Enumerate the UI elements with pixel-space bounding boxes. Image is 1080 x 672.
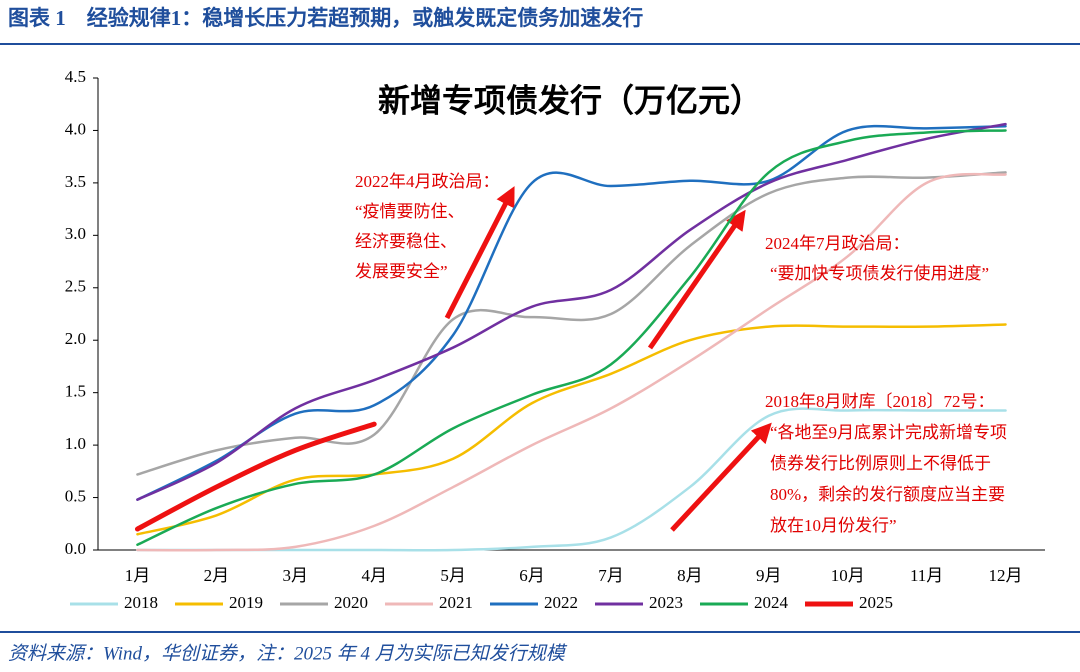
annotation: 80%，剩余的发行额度应当主要: [770, 485, 1005, 504]
y-tick-label: 2.5: [65, 277, 86, 296]
header-title: 图表 1 经验规律1：稳增长压力若超预期，或触发既定债务加速发行: [8, 6, 643, 30]
series-line: [136, 407, 1007, 552]
legend-label: 2020: [334, 593, 368, 612]
legend-label: 2023: [649, 593, 683, 612]
x-tick-label: 5月: [440, 566, 466, 585]
x-tick-label: 6月: [519, 566, 545, 585]
x-tick-label: 2月: [204, 566, 230, 585]
y-tick-label: 1.5: [65, 382, 86, 401]
x-tick-label: 4月: [361, 566, 387, 585]
series-line: [136, 172, 1007, 552]
y-tick-label: 2.0: [65, 329, 86, 348]
legend-label: 2021: [439, 593, 473, 612]
x-tick-label: 10月: [831, 566, 865, 585]
annotation: 发展要安全”: [355, 262, 448, 281]
annotation: 经济要稳住、: [355, 232, 457, 251]
series-line: [136, 124, 1007, 501]
x-tick-label: 1月: [125, 566, 151, 585]
legend-label: 2022: [544, 593, 578, 612]
x-tick-label: 11月: [910, 566, 943, 585]
annotation: 债券发行比例原则上不得低于: [770, 454, 991, 473]
legend-label: 2019: [229, 593, 263, 612]
legend-label: 2018: [124, 593, 158, 612]
series-line: [134, 421, 377, 532]
arrow: [670, 422, 772, 532]
y-tick-label: 0.5: [65, 486, 86, 505]
annotation: “要加快专项债发行使用进度”: [770, 263, 989, 283]
y-tick-label: 4.0: [65, 119, 86, 138]
y-tick-label: 1.0: [65, 434, 86, 453]
annotation: “各地至9月底累计完成新增专项: [770, 423, 1007, 442]
arrows: [444, 186, 772, 532]
series-line: [136, 129, 1007, 547]
annotation: 2018年8月财库〔2018〕72号：: [765, 392, 995, 411]
x-tick-label: 7月: [598, 566, 624, 585]
arrow: [444, 186, 515, 320]
legend-label: 2024: [754, 593, 789, 612]
x-tick-label: 8月: [677, 566, 703, 585]
legend-label: 2025: [859, 593, 893, 612]
x-tick-label: 12月: [989, 566, 1023, 585]
x-tick-label: 3月: [283, 566, 309, 585]
chart-title: 新增专项债发行（万亿元）: [378, 82, 762, 118]
x-tick-label: 9月: [756, 566, 782, 585]
annotation: 放在10月份发行”: [770, 516, 897, 535]
arrow: [647, 209, 746, 350]
annotation: 2024年7月政治局：: [765, 234, 910, 253]
series-line: [136, 323, 1007, 536]
y-tick-label: 3.5: [65, 172, 86, 191]
source-note: 资料来源：Wind，华创证券，注：2025 年 4 月为实际已知发行规模: [8, 642, 568, 664]
y-tick-label: 4.5: [65, 67, 86, 86]
annotation: “疫情要防住、: [355, 202, 465, 221]
series-line: [136, 171, 1007, 476]
y-tick-label: 3.0: [65, 224, 86, 243]
annotation: 2022年4月政治局：: [355, 172, 500, 191]
y-tick-label: 0.0: [65, 539, 86, 558]
series-line: [136, 122, 1007, 501]
